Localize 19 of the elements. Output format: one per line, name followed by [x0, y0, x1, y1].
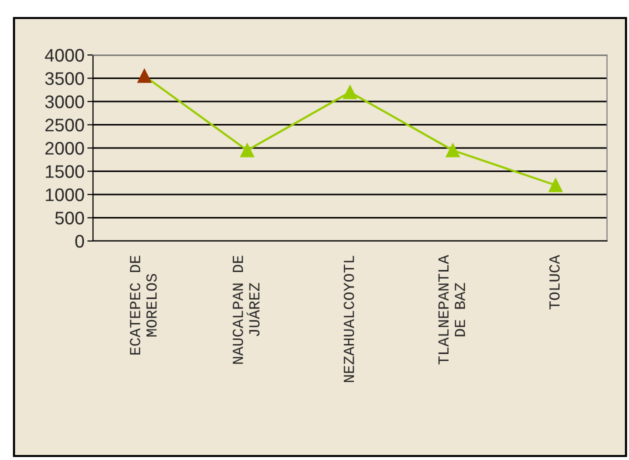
y-tick-label: 0	[75, 234, 84, 248]
y-tick-label: 1500	[46, 165, 84, 178]
y-tick-label: 3500	[45, 72, 84, 85]
y-tick-label: 1000	[46, 188, 84, 202]
point	[240, 143, 254, 158]
point	[446, 143, 460, 158]
x-tick-label: NEZAHUALCOYOTL	[344, 256, 354, 382]
y-tick-label: 500	[55, 212, 84, 224]
y-tick-label: 2500	[45, 118, 84, 132]
x-tick-label: TOLUCA	[549, 254, 560, 310]
y-tick-label: 3000	[45, 95, 84, 108]
point	[343, 85, 357, 100]
y-tick-label: 4000	[44, 48, 84, 62]
point	[548, 178, 563, 192]
x-tick-label: NAUCALPAN DE JUÁREZ	[232, 256, 260, 364]
x-tick-label: ECATEPEC DE MORELOS	[130, 256, 157, 355]
y-tick-label: 2000	[45, 142, 84, 155]
x-tick-label: TLALNEPANTLA DE BAZ	[438, 254, 465, 364]
point	[137, 68, 152, 83]
